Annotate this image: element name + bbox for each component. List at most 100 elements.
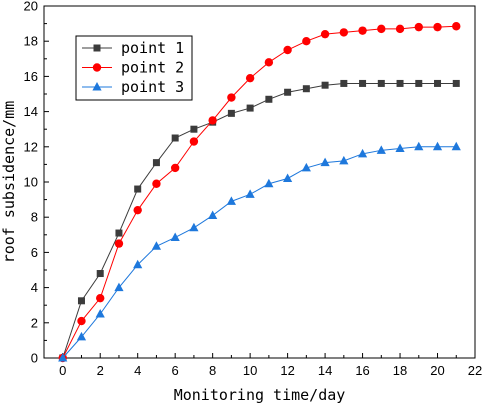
series-line: [62, 25, 457, 359]
circle-marker: [452, 22, 461, 31]
square-marker: [190, 125, 198, 133]
x-tick-label: 18: [393, 363, 407, 378]
triangle-marker: [414, 141, 424, 151]
circle-marker: [395, 24, 405, 34]
triangle-marker: [451, 141, 461, 151]
legend-label: point 3: [121, 78, 184, 96]
square-marker: [134, 185, 142, 193]
circle-marker: [414, 22, 423, 32]
triangle-marker: [133, 259, 143, 269]
triangle-marker: [301, 162, 311, 172]
square-marker: [93, 44, 101, 52]
square-marker: [77, 297, 85, 305]
triangle-marker: [357, 148, 368, 158]
square-marker: [246, 104, 254, 112]
x-tick-label: 8: [209, 363, 216, 378]
circle-marker: [96, 293, 105, 303]
triangle-marker: [339, 155, 349, 165]
x-tick-label: 2: [97, 363, 104, 378]
circle-marker: [358, 26, 367, 35]
legend-item-2: point 2: [82, 59, 184, 77]
y-tick-label: 20: [24, 0, 38, 14]
circle-marker: [92, 63, 102, 72]
x-tick-label: 20: [430, 363, 444, 378]
y-axis-ticks: 0 2 4 6 8 10 12 14 16 18 20: [24, 0, 49, 366]
triangle-marker: [58, 353, 68, 362]
square-marker: [115, 229, 123, 237]
x-tick-label: 10: [243, 363, 257, 378]
circle-marker: [264, 58, 274, 67]
square-marker: [359, 79, 367, 87]
circle-marker: [302, 37, 311, 46]
series-line: [62, 146, 457, 359]
square-marker: [227, 109, 235, 117]
circle-marker: [320, 29, 330, 39]
triangle-marker: [170, 232, 180, 241]
circle-marker: [114, 239, 124, 248]
square-marker: [340, 79, 348, 87]
triangle-marker: [264, 178, 274, 188]
square-marker: [284, 88, 292, 96]
legend-label: point 1: [121, 39, 184, 57]
triangle-marker: [283, 173, 293, 182]
circle-marker: [245, 73, 255, 83]
series-layer: [58, 22, 461, 363]
series-line: [62, 82, 457, 359]
circle-marker: [227, 93, 236, 102]
circle-marker: [208, 116, 217, 125]
series-2: [58, 22, 461, 363]
y-tick-label: 12: [24, 139, 38, 154]
triangle-marker: [76, 331, 87, 341]
square-marker: [265, 95, 273, 103]
square-marker: [434, 79, 442, 87]
triangle-marker: [226, 196, 236, 205]
circle-marker: [283, 45, 292, 55]
y-tick-label: 2: [31, 315, 38, 330]
square-marker: [302, 85, 310, 93]
triangle-marker: [95, 309, 105, 318]
y-tick-label: 14: [24, 104, 38, 119]
circle-marker: [170, 163, 180, 173]
x-tick-label: 12: [280, 363, 294, 378]
square-marker: [415, 79, 423, 87]
triangle-marker: [376, 145, 386, 154]
square-marker: [171, 134, 179, 142]
circle-marker: [77, 316, 86, 326]
triangle-marker: [208, 210, 218, 219]
square-marker: [377, 79, 385, 87]
y-tick-label: 0: [31, 351, 38, 366]
triangle-marker: [395, 143, 405, 153]
square-marker: [321, 81, 329, 89]
square-marker: [452, 79, 460, 87]
y-axis-title: roof subsidence/mm: [0, 101, 18, 264]
triangle-marker: [245, 189, 255, 198]
circle-marker: [189, 137, 199, 146]
circle-marker: [152, 179, 161, 188]
y-tick-label: 4: [31, 280, 38, 295]
x-tick-label: 22: [468, 363, 482, 378]
triangle-marker: [432, 141, 443, 151]
series-3: [58, 141, 461, 362]
y-tick-label: 16: [24, 69, 38, 84]
triangle-marker: [320, 157, 330, 167]
circle-marker: [339, 28, 349, 37]
circle-marker: [133, 205, 142, 215]
circle-marker: [433, 22, 442, 32]
triangle-marker: [189, 222, 199, 232]
square-marker: [152, 159, 160, 167]
circle-marker: [377, 24, 386, 34]
x-tick-label: 14: [318, 363, 332, 378]
x-tick-label: 0: [59, 363, 66, 378]
square-marker: [96, 270, 104, 278]
y-tick-label: 18: [24, 34, 38, 49]
x-tick-label: 4: [134, 363, 141, 378]
x-tick-label: 16: [355, 363, 369, 378]
legend-label: point 2: [121, 59, 184, 77]
square-marker: [396, 79, 404, 87]
triangle-marker: [114, 282, 124, 292]
y-tick-label: 10: [24, 175, 38, 190]
legend-item-1: point 1: [82, 39, 184, 57]
x-tick-label: 6: [172, 363, 179, 378]
